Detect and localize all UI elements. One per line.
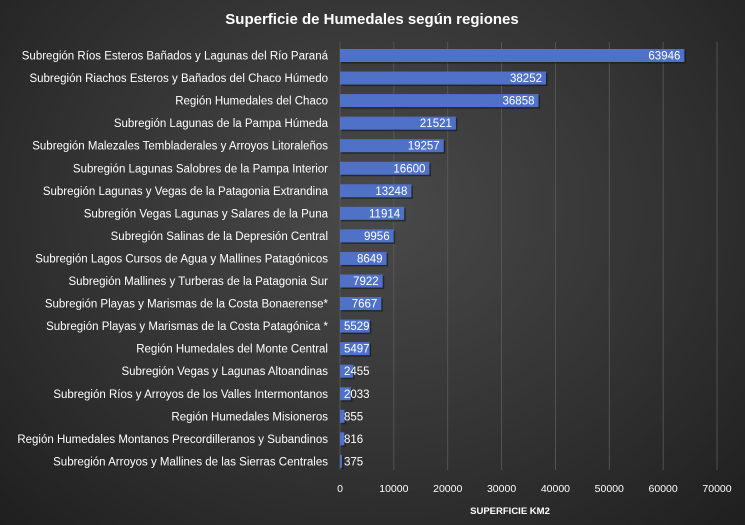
bar <box>340 94 539 108</box>
chart-title: Superficie de Humedales según regiones <box>225 11 518 28</box>
bar <box>340 229 394 243</box>
data-label: 9956 <box>364 231 390 243</box>
bar <box>340 274 383 288</box>
bar <box>340 49 685 62</box>
bar-shadow <box>341 456 344 470</box>
data-label: 2455 <box>344 366 370 378</box>
category-label: Región Humedales del Chaco <box>175 96 328 108</box>
category-label: Subregión Playas y Marismas de la Costa … <box>46 321 328 333</box>
x-tick-label: 40000 <box>541 483 570 495</box>
bar <box>340 71 547 85</box>
data-label: 11914 <box>369 208 401 220</box>
category-label: Subregión Playas y Marismas de la Costa … <box>45 299 329 311</box>
bar <box>340 342 370 356</box>
category-label: Subregión Lagunas y Vegas de la Patagoni… <box>43 186 329 198</box>
category-label: Subregión Lagos Cursos de Agua y Malline… <box>35 253 328 265</box>
category-label: Región Humedales del Monte Central <box>136 344 328 356</box>
category-labels: Subregión Ríos Esteros Bañados y Lagunas… <box>17 51 328 469</box>
category-label: Subregión Riachos Esteros y Bañados del … <box>29 73 328 85</box>
data-label: 375 <box>344 456 363 468</box>
bar <box>340 206 405 220</box>
bar <box>340 161 430 175</box>
x-tick-label: 20000 <box>433 483 462 495</box>
bar <box>340 409 345 423</box>
category-label: Subregión Arroyos y Mallines de las Sier… <box>53 456 328 468</box>
bar <box>340 454 343 468</box>
value-labels: 63946 38252 36858 21521 19257 16600 13248 11914… <box>344 51 680 469</box>
data-label: 19257 <box>408 141 440 153</box>
data-label: 7667 <box>352 299 378 311</box>
bar <box>340 319 370 333</box>
bar <box>340 139 444 153</box>
category-label: Subregión Ríos Esteros Bañados y Lagunas… <box>22 51 329 63</box>
category-label: Subregión Vegas Lagunas y Salares de la … <box>84 208 329 220</box>
bar <box>340 387 351 401</box>
data-label: 13248 <box>375 186 407 198</box>
data-label: 63946 <box>648 51 680 63</box>
data-label: 21521 <box>420 118 452 130</box>
category-label: Subregión Mallines y Turberas de la Pata… <box>68 276 328 288</box>
x-tick-label: 70000 <box>702 483 731 495</box>
data-label: 2033 <box>344 389 370 401</box>
category-label: Subregión Lagunas Salobres de la Pampa I… <box>73 163 328 175</box>
bar <box>340 432 345 446</box>
data-label: 816 <box>344 434 363 446</box>
category-label: Región Humedales Montanos Precordilleran… <box>17 434 328 446</box>
category-label: Subregión Lagunas de la Pampa Húmeda <box>114 118 329 130</box>
bar <box>340 184 412 198</box>
data-label: 8649 <box>357 253 383 265</box>
x-tick-label: 30000 <box>487 483 516 495</box>
x-axis-ticks: 0 10000 20000 30000 40000 50000 60000 70000 <box>337 483 732 495</box>
data-label: 36858 <box>503 96 535 108</box>
data-label: 38252 <box>510 73 542 85</box>
bar <box>340 364 354 378</box>
gridlines <box>339 42 718 470</box>
category-label: Subregión Ríos y Arroyos de los Valles I… <box>53 389 328 401</box>
x-axis-title: SUPERFICIE KM2 <box>470 506 550 517</box>
x-tick-label: 50000 <box>595 483 624 495</box>
x-tick-label: 0 <box>337 483 343 495</box>
bar <box>340 251 387 265</box>
category-label: Subregión Vegas y Lagunas Altoandinas <box>121 366 328 378</box>
bar <box>340 297 382 311</box>
x-tick-label: 10000 <box>379 483 408 495</box>
data-label: 855 <box>344 411 363 423</box>
data-label: 5497 <box>344 344 370 356</box>
data-label: 7922 <box>353 276 379 288</box>
category-label: Subregión Salinas de la Depresión Centra… <box>111 231 328 243</box>
data-label: 5529 <box>344 321 370 333</box>
bar <box>340 116 456 130</box>
category-label: Subregión Malezales Tembladerales y Arro… <box>32 141 328 153</box>
x-tick-label: 60000 <box>649 483 678 495</box>
bars <box>340 49 686 470</box>
data-label: 16600 <box>393 163 425 175</box>
category-label: Región Humedales Misioneros <box>171 411 328 423</box>
